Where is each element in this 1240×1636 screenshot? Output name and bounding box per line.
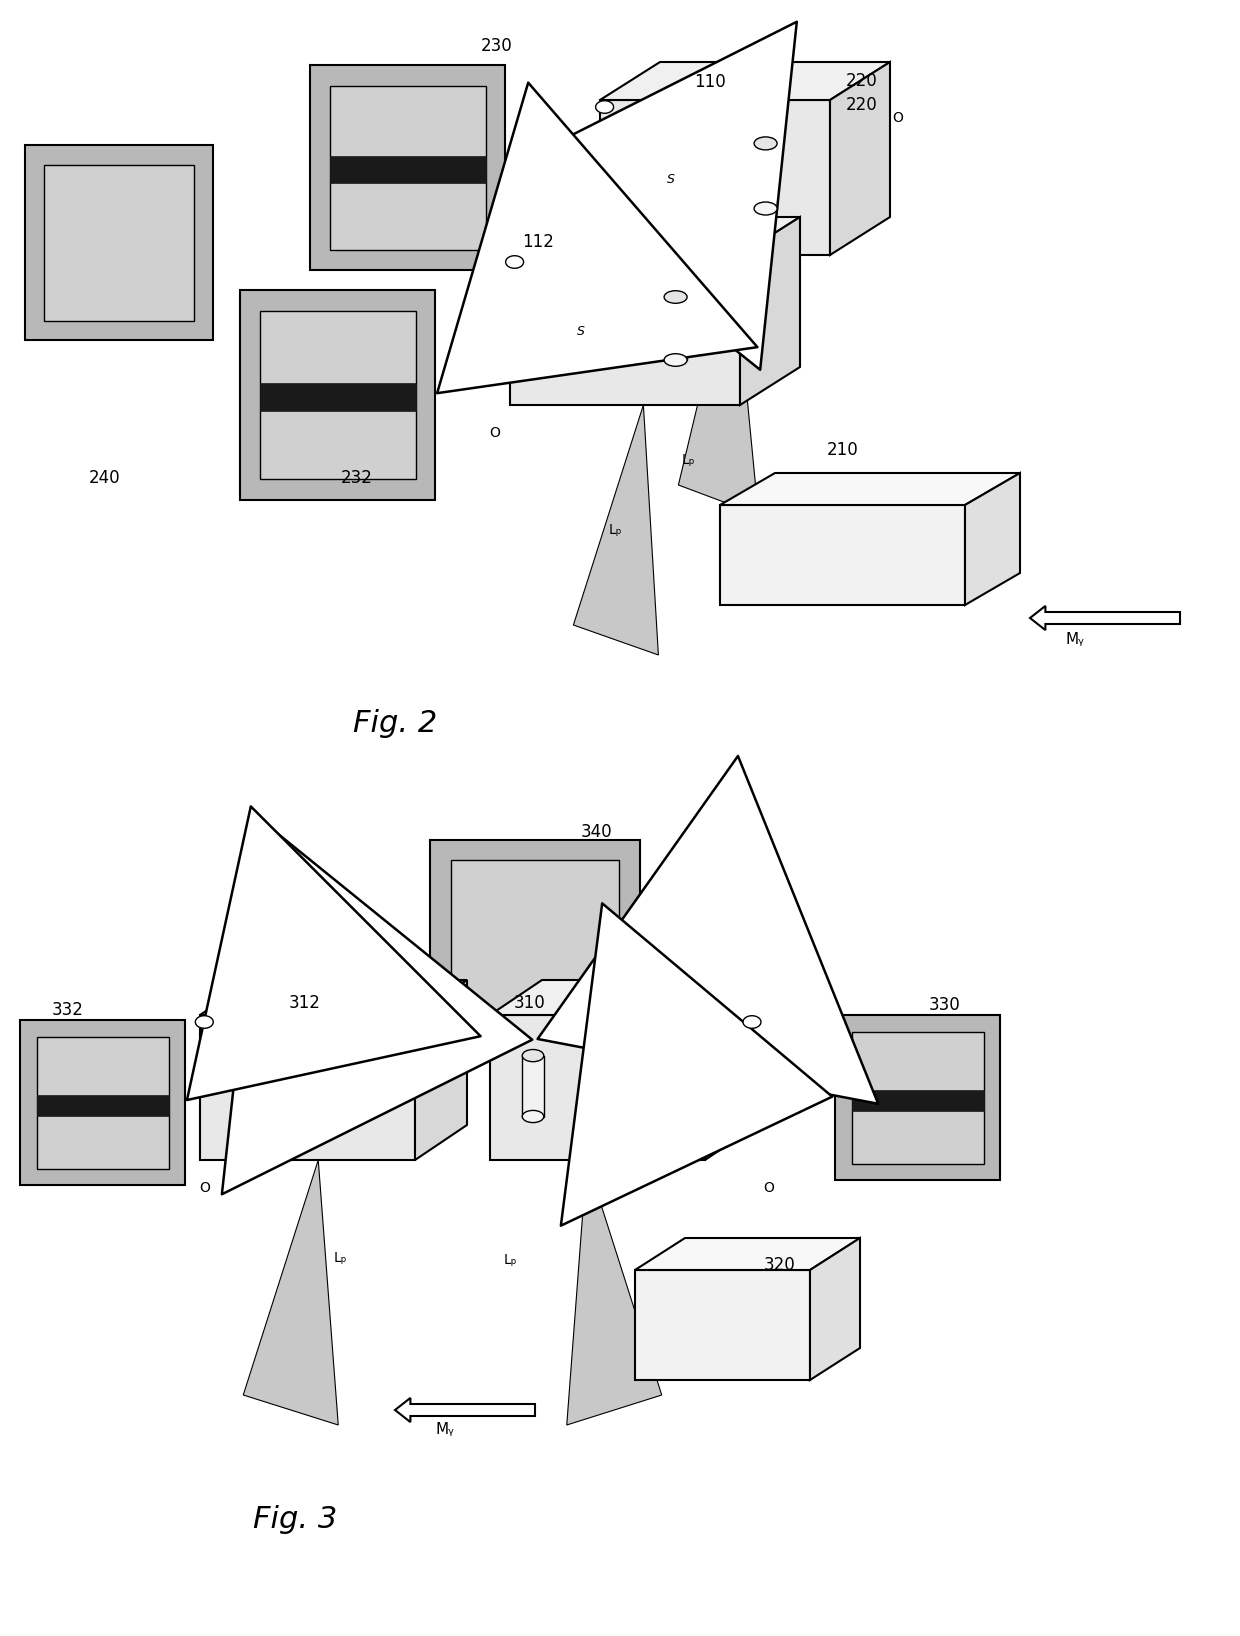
Text: 232: 232 [341, 470, 373, 488]
Polygon shape [36, 1037, 169, 1168]
Ellipse shape [754, 137, 777, 151]
Polygon shape [241, 290, 435, 501]
Polygon shape [665, 298, 687, 360]
Text: Lₚ: Lₚ [334, 1252, 347, 1265]
Polygon shape [706, 980, 756, 1160]
Text: 340: 340 [582, 823, 613, 841]
Text: S: S [667, 173, 675, 187]
Text: S: S [577, 326, 585, 339]
Text: Lₚ: Lₚ [681, 453, 694, 466]
Polygon shape [510, 218, 800, 255]
Polygon shape [522, 1055, 544, 1116]
Text: 210: 210 [827, 442, 859, 460]
Polygon shape [43, 165, 195, 321]
Text: O: O [200, 1181, 211, 1194]
Text: O: O [764, 1181, 775, 1194]
Text: O: O [893, 111, 904, 124]
Text: 320: 320 [764, 1256, 796, 1274]
Polygon shape [567, 1160, 662, 1425]
Ellipse shape [754, 201, 777, 214]
Polygon shape [36, 1094, 169, 1116]
Polygon shape [200, 1014, 415, 1160]
Polygon shape [430, 839, 640, 1040]
Polygon shape [600, 62, 890, 100]
Polygon shape [490, 980, 756, 1014]
Polygon shape [451, 861, 619, 1019]
Polygon shape [600, 100, 830, 255]
Polygon shape [595, 101, 614, 113]
Polygon shape [396, 1397, 534, 1422]
Text: 312: 312 [289, 995, 321, 1013]
Polygon shape [743, 1016, 761, 1029]
Polygon shape [25, 146, 213, 340]
Text: 230: 230 [481, 38, 513, 56]
Polygon shape [965, 473, 1021, 605]
Polygon shape [200, 980, 467, 1014]
Polygon shape [835, 1014, 999, 1180]
Polygon shape [20, 1019, 185, 1184]
Polygon shape [852, 1090, 983, 1111]
Text: Fig. 3: Fig. 3 [253, 1505, 337, 1535]
Ellipse shape [522, 1111, 544, 1122]
Text: 220: 220 [846, 72, 878, 90]
Text: 110: 110 [694, 74, 725, 92]
Polygon shape [1030, 605, 1180, 630]
Ellipse shape [343, 1050, 366, 1062]
Polygon shape [243, 1160, 339, 1425]
Polygon shape [720, 506, 965, 605]
Polygon shape [330, 85, 486, 250]
Text: Lₚ: Lₚ [503, 1253, 517, 1266]
Polygon shape [678, 255, 759, 515]
Text: O: O [490, 425, 501, 440]
Polygon shape [740, 218, 800, 406]
Polygon shape [415, 980, 467, 1160]
Text: 330: 330 [929, 996, 961, 1014]
Ellipse shape [522, 1050, 544, 1062]
Ellipse shape [343, 1111, 366, 1122]
Text: S: S [620, 1083, 627, 1096]
Polygon shape [720, 473, 1021, 506]
Polygon shape [330, 155, 486, 183]
Polygon shape [810, 1238, 861, 1381]
Text: Lₚ: Lₚ [608, 524, 621, 537]
Text: S: S [262, 1083, 270, 1096]
Polygon shape [635, 1238, 861, 1270]
Text: Mᵧ: Mᵧ [435, 1422, 454, 1438]
Polygon shape [343, 1055, 366, 1116]
Polygon shape [573, 406, 658, 654]
Text: 332: 332 [52, 1001, 84, 1019]
Polygon shape [259, 311, 415, 479]
Polygon shape [635, 1270, 810, 1381]
Text: Fig. 2: Fig. 2 [353, 708, 438, 738]
Polygon shape [490, 1014, 706, 1160]
Text: 240: 240 [89, 470, 120, 488]
Text: 112: 112 [522, 232, 554, 250]
Text: 310: 310 [515, 995, 546, 1013]
Polygon shape [506, 255, 523, 268]
Polygon shape [310, 65, 505, 270]
Polygon shape [852, 1032, 983, 1163]
Polygon shape [196, 1016, 213, 1029]
Polygon shape [259, 383, 415, 411]
Ellipse shape [665, 353, 687, 366]
Text: 220: 220 [846, 97, 878, 115]
Polygon shape [510, 255, 740, 406]
Polygon shape [754, 144, 777, 208]
Polygon shape [830, 62, 890, 255]
Text: Mᵧ: Mᵧ [1065, 633, 1085, 648]
Ellipse shape [665, 291, 687, 303]
